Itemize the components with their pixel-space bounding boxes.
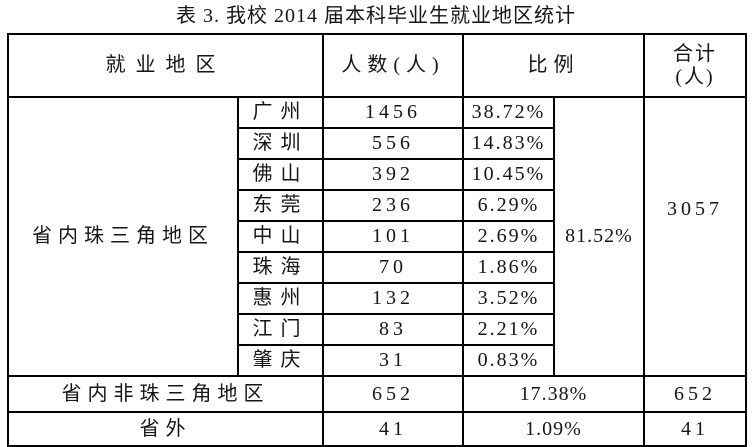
city-ratio: 38.72% bbox=[462, 96, 555, 129]
row-count: 652 bbox=[322, 375, 464, 413]
city-ratio: 0.83% bbox=[462, 344, 555, 377]
city-count: 132 bbox=[322, 282, 464, 315]
header-count: 人数(人) bbox=[322, 33, 464, 98]
city-name: 肇庆 bbox=[237, 344, 324, 377]
header-ratio: 比例 bbox=[462, 33, 645, 98]
city-ratio: 2.21% bbox=[462, 313, 555, 346]
city-name: 惠州 bbox=[237, 282, 324, 315]
city-name: 东莞 bbox=[237, 189, 324, 222]
city-name: 中山 bbox=[237, 220, 324, 253]
table-row: 省外 41 1.09% 41 bbox=[7, 411, 747, 447]
city-name: 佛山 bbox=[237, 158, 324, 191]
group-ratio: 81.52% bbox=[553, 96, 645, 377]
row-ratio: 1.09% bbox=[462, 411, 645, 447]
table-row: 肇庆 31 0.83% bbox=[8, 344, 746, 377]
city-count: 83 bbox=[322, 313, 464, 346]
city-ratio: 14.83% bbox=[462, 127, 555, 160]
table-row: 惠州 132 3.52% bbox=[8, 282, 746, 315]
table-row: 中山 101 2.69% bbox=[8, 220, 746, 253]
table-header-row: 就业地区 人数(人) 比例 合计 (人) bbox=[7, 33, 747, 98]
table-row: 东莞 236 6.29% bbox=[8, 189, 746, 222]
city-count: 556 bbox=[322, 127, 464, 160]
city-count: 31 bbox=[322, 344, 464, 377]
row-label: 省外 bbox=[7, 411, 324, 447]
header-total-line1: 合计 bbox=[673, 42, 717, 65]
city-ratio: 1.86% bbox=[462, 251, 555, 284]
city-ratio: 3.52% bbox=[462, 282, 555, 315]
city-count: 1456 bbox=[322, 96, 464, 129]
header-region: 就业地区 bbox=[7, 33, 324, 98]
table-row: 深圳 556 14.83% bbox=[8, 127, 746, 160]
header-total: 合计 (人) bbox=[643, 33, 747, 98]
table-caption: 表 3. 我校 2014 届本科毕业生就业地区统计 bbox=[176, 5, 576, 27]
city-name: 珠海 bbox=[237, 251, 324, 284]
employment-region-table: 就业地区 人数(人) 比例 合计 (人) 省内珠三角地区 广州 1456 38.… bbox=[7, 33, 747, 447]
row-label: 省内非珠三角地区 bbox=[7, 375, 324, 413]
table-row: 江门 83 2.21% bbox=[8, 313, 746, 346]
city-count: 101 bbox=[322, 220, 464, 253]
city-count: 392 bbox=[322, 158, 464, 191]
city-name: 江门 bbox=[237, 313, 324, 346]
table-row: 省内非珠三角地区 652 17.38% 652 bbox=[7, 375, 747, 413]
city-name: 广州 bbox=[237, 96, 324, 129]
group-total-value: 3057 bbox=[667, 198, 723, 220]
city-ratio: 6.29% bbox=[462, 189, 555, 222]
city-name: 深圳 bbox=[237, 127, 324, 160]
city-ratio: 2.69% bbox=[462, 220, 555, 253]
row-total: 652 bbox=[643, 375, 747, 413]
city-ratio: 10.45% bbox=[462, 158, 555, 191]
table-row: 省内珠三角地区 广州 1456 38.72% 81.52% 3057 bbox=[7, 96, 747, 377]
row-total: 41 bbox=[643, 411, 747, 447]
city-count: 70 bbox=[322, 251, 464, 284]
row-ratio: 17.38% bbox=[462, 375, 645, 413]
table-row: 佛山 392 10.45% bbox=[8, 158, 746, 191]
table-row: 珠海 70 1.86% bbox=[8, 251, 746, 284]
header-total-line2: (人) bbox=[675, 65, 715, 88]
group-total: 3057 bbox=[643, 96, 747, 377]
city-count: 236 bbox=[322, 189, 464, 222]
region-group-label: 省内珠三角地区 bbox=[7, 96, 239, 377]
row-count: 41 bbox=[322, 411, 464, 447]
